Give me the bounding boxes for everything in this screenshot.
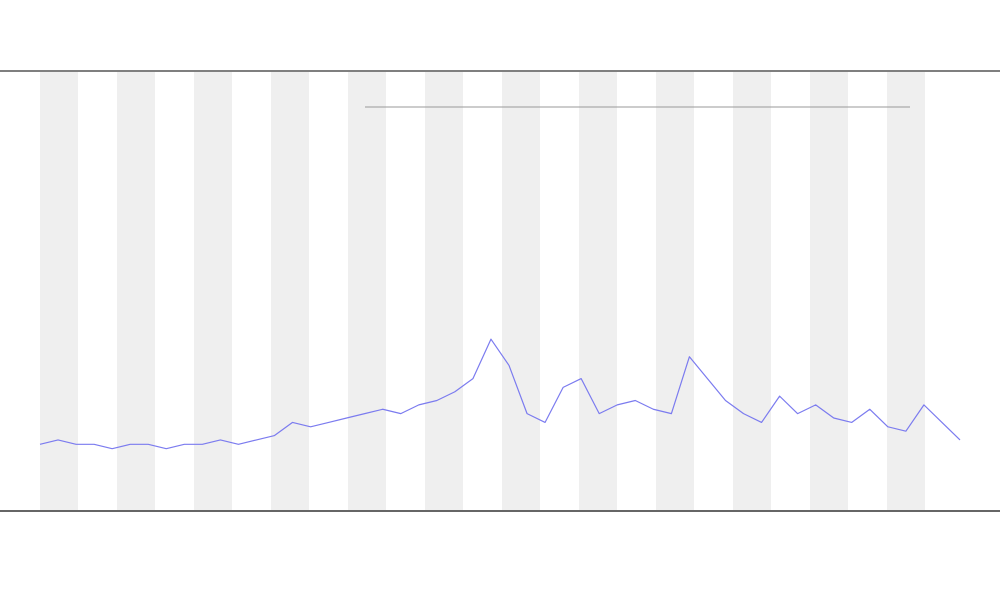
band bbox=[194, 72, 232, 510]
band bbox=[271, 72, 309, 510]
band bbox=[40, 72, 78, 510]
band bbox=[656, 72, 694, 510]
band bbox=[733, 72, 771, 510]
band bbox=[810, 72, 848, 510]
band bbox=[502, 72, 540, 510]
band bbox=[425, 72, 463, 510]
band bbox=[887, 72, 925, 510]
band bbox=[348, 72, 386, 510]
background-bands bbox=[40, 72, 925, 510]
data-line bbox=[39, 338, 961, 450]
band bbox=[117, 72, 155, 510]
band bbox=[579, 72, 617, 510]
